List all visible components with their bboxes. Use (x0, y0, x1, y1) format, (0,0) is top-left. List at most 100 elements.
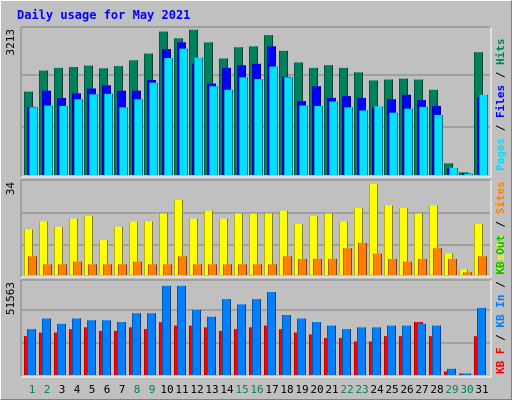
x-tick-label-5: 5 (89, 383, 96, 396)
legend-panel-1: Pages / Files / Hits (494, 39, 507, 172)
bar-sites-5 (88, 264, 97, 275)
bar-visits-2 (39, 221, 48, 275)
bar-visits-3 (54, 226, 63, 275)
x-tick-label-20: 20 (310, 383, 323, 396)
bar-visits-21 (324, 213, 333, 275)
legend-item-pages: Pages (494, 138, 507, 171)
bar-kb-in-29 (447, 368, 456, 375)
bar-pages-1 (29, 107, 38, 175)
bar-kb-in-31 (477, 307, 486, 375)
legend-panel-3: KB F / KB In / KB Out (494, 235, 507, 374)
bar-kb-in-25 (387, 325, 396, 375)
bar-visits-8 (129, 221, 138, 275)
bar-sites-3 (58, 264, 67, 275)
bar-visits-28 (429, 205, 438, 275)
x-tick-label-19: 19 (295, 383, 308, 396)
bar-visits-13 (204, 210, 213, 275)
bar-sites-13 (208, 264, 217, 275)
y-max-label-2: 34 (4, 182, 17, 196)
bar-kb-in-13 (207, 316, 216, 375)
legend-item-files: Files (494, 85, 507, 125)
bar-kb-in-23 (357, 327, 366, 375)
bar-sites-1 (28, 256, 37, 275)
x-tick-label-8: 8 (134, 383, 141, 396)
y-max-label-3: 51563 (4, 282, 17, 315)
bar-kb-in-21 (327, 325, 336, 375)
x-tick-label-14: 14 (220, 383, 234, 396)
bar-kb-in-4 (72, 318, 81, 375)
legend-item-kb-out: KB Out (494, 235, 507, 281)
x-tick-label-24: 24 (370, 383, 384, 396)
bar-visits-6 (99, 240, 108, 275)
chart-title: Daily usage for May 2021 (17, 8, 190, 22)
legend-panel-2: Visits / Sites (494, 181, 507, 274)
x-tick-label-25: 25 (385, 383, 398, 396)
x-tick-label-4: 4 (74, 383, 81, 396)
bar-visits-25 (384, 205, 393, 275)
bar-pages-26 (404, 108, 413, 175)
bar-sites-4 (73, 261, 82, 275)
bar-visits-5 (84, 216, 93, 275)
bar-visits-4 (69, 218, 78, 275)
bar-visits-18 (279, 210, 288, 275)
bar-sites-25 (388, 258, 397, 275)
bar-sites-14 (223, 264, 232, 275)
bar-visits-23 (354, 208, 363, 275)
bar-pages-6 (104, 93, 113, 175)
x-tick-label-30: 30 (460, 383, 473, 396)
bar-sites-10 (163, 264, 172, 275)
bar-visits-1 (24, 229, 33, 275)
bar-kb-in-6 (102, 320, 111, 375)
bar-pages-25 (389, 112, 398, 175)
bar-kb-in-7 (117, 322, 126, 375)
bar-pages-16 (254, 79, 263, 175)
bar-pages-17 (269, 66, 278, 175)
bar-pages-4 (74, 99, 83, 175)
bar-sites-30 (463, 272, 472, 275)
bar-visits-10 (159, 213, 168, 275)
bar-kb-in-28 (432, 325, 441, 375)
x-tick-label-22: 22 (340, 383, 353, 396)
legend-item--: / (494, 124, 507, 138)
bar-visits-26 (399, 208, 408, 275)
legend-item-kb-f: KB F (494, 348, 507, 375)
x-tick-label-23: 23 (355, 383, 368, 396)
bar-kb-in-26 (402, 325, 411, 375)
legend-item--: / (494, 334, 507, 348)
bar-pages-2 (44, 105, 53, 175)
bar-visits-27 (414, 213, 423, 275)
bar-pages-9 (149, 82, 158, 175)
bar-kb-in-16 (252, 299, 261, 375)
bar-kb-in-17 (267, 292, 276, 375)
x-tick-label-31: 31 (475, 383, 488, 396)
x-tick-label-13: 13 (205, 383, 218, 396)
bar-sites-27 (418, 258, 427, 275)
bar-visits-9 (144, 221, 153, 275)
y-max-label-1: 3213 (4, 29, 17, 56)
legend-item--: / (494, 71, 507, 85)
bar-sites-7 (118, 264, 127, 275)
bar-kb-in-1 (27, 329, 36, 375)
bar-pages-29 (449, 167, 458, 175)
bar-sites-23 (358, 242, 367, 275)
bar-kb-in-12 (192, 309, 201, 375)
bar-sites-8 (133, 261, 142, 275)
bar-kb-in-11 (177, 285, 186, 375)
bar-visits-19 (294, 224, 303, 275)
bar-visits-7 (114, 226, 123, 275)
bar-sites-19 (298, 258, 307, 275)
bar-sites-11 (178, 256, 187, 275)
bar-pages-15 (239, 77, 248, 175)
x-tick-label-29: 29 (445, 383, 458, 396)
bar-kb-in-8 (132, 313, 141, 375)
bar-sites-24 (373, 253, 382, 275)
bar-sites-31 (478, 256, 487, 275)
x-tick-label-3: 3 (59, 383, 66, 396)
legend-item-visits: Visits (494, 234, 507, 274)
bar-visits-17 (264, 213, 273, 275)
bar-sites-2 (43, 264, 52, 275)
bar-kb-in-10 (162, 285, 171, 375)
bar-kb-in-27 (417, 323, 426, 375)
bar-visits-20 (309, 216, 318, 275)
